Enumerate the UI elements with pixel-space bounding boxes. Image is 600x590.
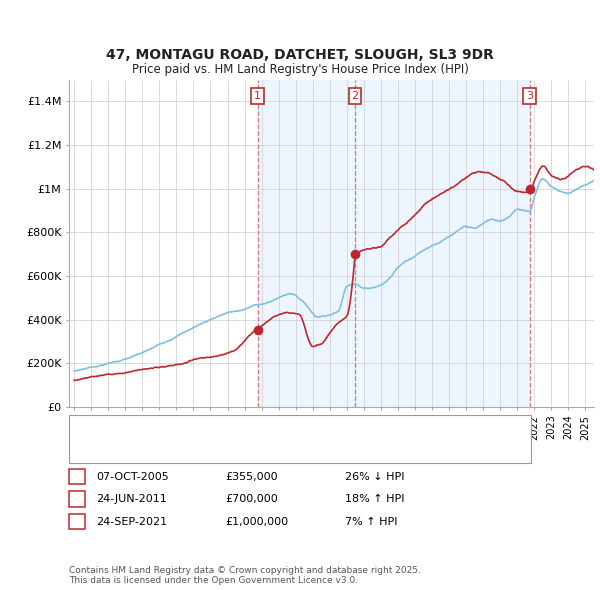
Text: HPI: Average price, detached house, Windsor and Maidenhead: HPI: Average price, detached house, Wind… (118, 445, 443, 454)
Text: 3: 3 (73, 517, 80, 526)
Text: £1,000,000: £1,000,000 (225, 517, 288, 526)
Text: 47, MONTAGU ROAD, DATCHET, SLOUGH, SL3 9DR (detached house): 47, MONTAGU ROAD, DATCHET, SLOUGH, SL3 9… (118, 424, 474, 433)
Text: 1: 1 (254, 91, 261, 101)
Text: 2: 2 (73, 494, 80, 504)
Text: 7% ↑ HPI: 7% ↑ HPI (345, 517, 398, 526)
Text: 07-OCT-2005: 07-OCT-2005 (96, 472, 169, 481)
Text: 18% ↑ HPI: 18% ↑ HPI (345, 494, 404, 504)
Bar (257, 80, 355, 407)
Text: 24-SEP-2021: 24-SEP-2021 (96, 517, 167, 526)
Bar (355, 80, 530, 407)
Text: 26% ↓ HPI: 26% ↓ HPI (345, 472, 404, 481)
Text: 24-JUN-2011: 24-JUN-2011 (96, 494, 167, 504)
Text: 47, MONTAGU ROAD, DATCHET, SLOUGH, SL3 9DR: 47, MONTAGU ROAD, DATCHET, SLOUGH, SL3 9… (106, 48, 494, 62)
Text: 2: 2 (352, 91, 359, 101)
Text: 3: 3 (526, 91, 533, 101)
Text: Price paid vs. HM Land Registry's House Price Index (HPI): Price paid vs. HM Land Registry's House … (131, 63, 469, 76)
Text: Contains HM Land Registry data © Crown copyright and database right 2025.
This d: Contains HM Land Registry data © Crown c… (69, 566, 421, 585)
Text: £355,000: £355,000 (225, 472, 278, 481)
Text: £700,000: £700,000 (225, 494, 278, 504)
Text: 1: 1 (73, 472, 80, 481)
